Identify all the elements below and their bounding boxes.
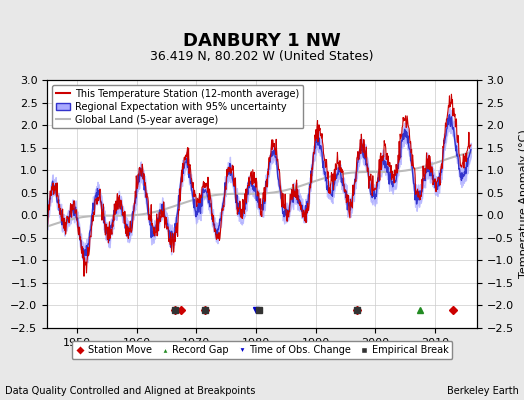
- Legend: This Temperature Station (12-month average), Regional Expectation with 95% uncer: This Temperature Station (12-month avera…: [52, 85, 303, 128]
- Text: 36.419 N, 80.202 W (United States): 36.419 N, 80.202 W (United States): [150, 50, 374, 63]
- Text: DANBURY 1 NW: DANBURY 1 NW: [183, 32, 341, 50]
- Y-axis label: Temperature Anomaly (°C): Temperature Anomaly (°C): [519, 130, 524, 278]
- Text: Data Quality Controlled and Aligned at Breakpoints: Data Quality Controlled and Aligned at B…: [5, 386, 256, 396]
- Text: Berkeley Earth: Berkeley Earth: [447, 386, 519, 396]
- Legend: Station Move, Record Gap, Time of Obs. Change, Empirical Break: Station Move, Record Gap, Time of Obs. C…: [72, 341, 452, 359]
